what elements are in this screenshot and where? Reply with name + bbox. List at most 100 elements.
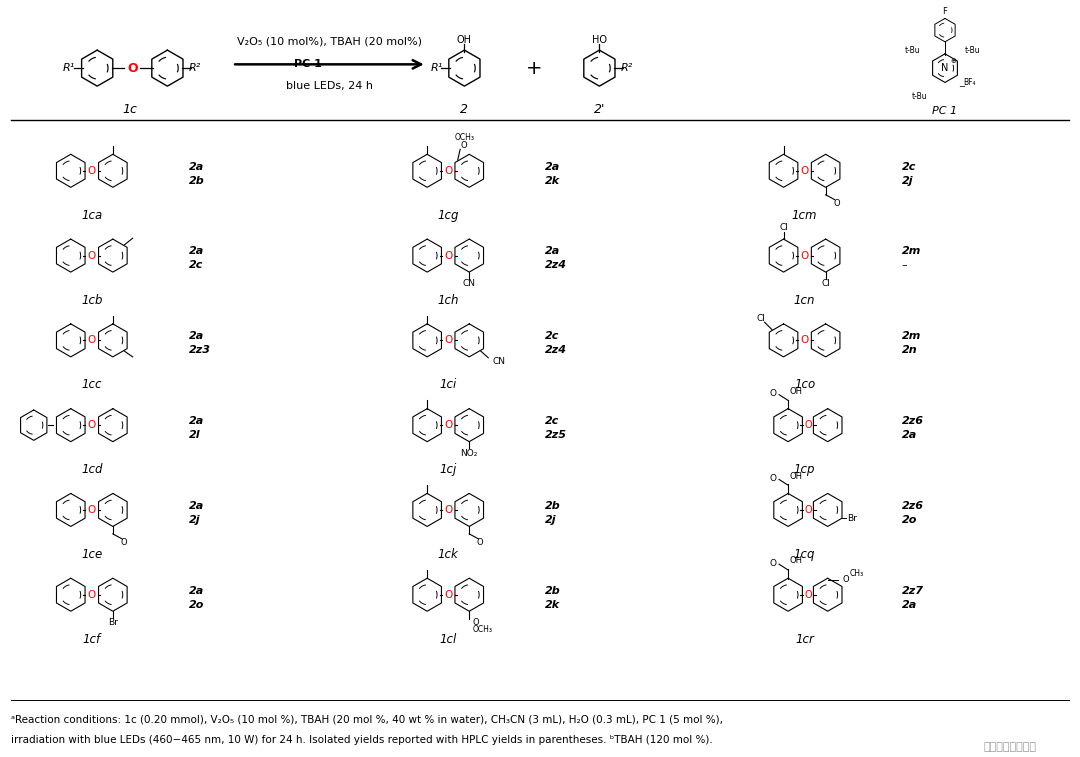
Text: Cl: Cl xyxy=(821,279,831,288)
Text: +: + xyxy=(526,58,543,78)
Text: O: O xyxy=(87,166,96,176)
Text: 2j: 2j xyxy=(902,176,914,185)
Text: V₂O₅ (10 mol%), TBAH (20 mol%): V₂O₅ (10 mol%), TBAH (20 mol%) xyxy=(237,36,422,47)
Text: 2b: 2b xyxy=(189,176,205,185)
Text: 1cj: 1cj xyxy=(440,463,457,476)
Text: 2z4: 2z4 xyxy=(545,345,567,355)
Text: PC 1: PC 1 xyxy=(932,106,958,117)
Text: O: O xyxy=(444,505,453,515)
Text: O: O xyxy=(473,618,480,628)
Text: ᵃReaction conditions: 1c (0.20 mmol), V₂O₅ (10 mol %), TBAH (20 mol %, 40 wt % i: ᵃReaction conditions: 1c (0.20 mmol), V₂… xyxy=(11,714,723,724)
Text: O: O xyxy=(800,251,809,260)
Text: O: O xyxy=(800,335,809,345)
Text: 1ci: 1ci xyxy=(440,378,457,391)
Text: 2k: 2k xyxy=(545,176,561,185)
Text: N: N xyxy=(942,63,948,73)
Text: 2o: 2o xyxy=(902,515,917,525)
Text: R¹: R¹ xyxy=(63,63,76,73)
Text: 2a: 2a xyxy=(189,332,204,341)
Text: O: O xyxy=(805,420,812,430)
Text: 1cq: 1cq xyxy=(794,548,815,561)
Text: 1cc: 1cc xyxy=(82,378,102,391)
Text: Br: Br xyxy=(108,618,118,628)
Text: O: O xyxy=(805,505,812,515)
Text: Cl: Cl xyxy=(779,223,788,232)
Text: t-Bu: t-Bu xyxy=(913,92,928,101)
Text: OH: OH xyxy=(789,472,802,481)
Text: 2c: 2c xyxy=(545,416,559,426)
Text: O: O xyxy=(444,166,453,176)
Text: O: O xyxy=(127,61,137,75)
Text: 1ch: 1ch xyxy=(437,294,459,307)
Text: 2z3: 2z3 xyxy=(189,345,211,355)
Text: 2a: 2a xyxy=(545,247,561,257)
Text: O: O xyxy=(87,590,96,600)
Text: BF₄: BF₄ xyxy=(963,78,975,86)
Text: O: O xyxy=(444,335,453,345)
Text: 2z5: 2z5 xyxy=(545,430,567,440)
Text: 2k: 2k xyxy=(545,600,561,609)
Text: O: O xyxy=(476,538,483,547)
Text: 1ce: 1ce xyxy=(81,548,103,561)
Text: 2z6: 2z6 xyxy=(902,501,923,511)
Text: t-Bu: t-Bu xyxy=(966,45,981,55)
Text: 1cf: 1cf xyxy=(83,633,100,646)
Text: R²: R² xyxy=(621,63,634,73)
Text: 2a: 2a xyxy=(189,416,204,426)
Text: O: O xyxy=(842,575,849,584)
Text: 1cr: 1cr xyxy=(795,633,814,646)
Text: R²: R² xyxy=(189,63,202,73)
Text: 2a: 2a xyxy=(189,247,204,257)
Text: 2n: 2n xyxy=(902,345,917,355)
Text: 1cm: 1cm xyxy=(792,209,818,222)
Text: CN: CN xyxy=(462,279,475,288)
Text: 1cb: 1cb xyxy=(81,294,103,307)
Text: OH: OH xyxy=(457,36,472,45)
Text: O: O xyxy=(833,199,839,208)
Text: irradiation with blue LEDs (460−465 nm, 10 W) for 24 h. Isolated yields reported: irradiation with blue LEDs (460−465 nm, … xyxy=(11,734,713,745)
Text: 2b: 2b xyxy=(545,586,562,596)
Text: blue LEDs, 24 h: blue LEDs, 24 h xyxy=(286,81,373,92)
Text: F: F xyxy=(943,7,947,16)
Text: 2c: 2c xyxy=(189,260,203,270)
Text: CH₃: CH₃ xyxy=(849,569,863,578)
Text: O: O xyxy=(770,389,777,398)
Text: 2c: 2c xyxy=(902,162,916,172)
Text: 1cd: 1cd xyxy=(81,463,103,476)
Text: O: O xyxy=(444,251,453,260)
Text: O: O xyxy=(87,505,96,515)
Text: OH: OH xyxy=(789,556,802,565)
Text: –: – xyxy=(902,260,907,270)
Text: O: O xyxy=(770,474,777,483)
Text: Br: Br xyxy=(848,514,858,522)
Text: O: O xyxy=(87,420,96,430)
Text: 2c: 2c xyxy=(545,332,559,341)
Text: 2a: 2a xyxy=(189,501,204,511)
Text: 2m: 2m xyxy=(902,332,921,341)
Text: t-Bu: t-Bu xyxy=(905,45,921,55)
Text: OCH₃: OCH₃ xyxy=(455,133,474,142)
Text: 2: 2 xyxy=(460,103,469,117)
Text: 2b: 2b xyxy=(545,501,562,511)
Text: 1c: 1c xyxy=(122,103,137,117)
Text: O: O xyxy=(120,538,126,547)
Text: CN: CN xyxy=(492,357,505,366)
Text: 1co: 1co xyxy=(794,378,815,391)
Text: PC 1: PC 1 xyxy=(294,59,322,70)
Text: O: O xyxy=(444,590,453,600)
Text: 1cp: 1cp xyxy=(794,463,815,476)
Text: 2a: 2a xyxy=(189,586,204,596)
Text: 2a: 2a xyxy=(902,430,917,440)
Text: 1ca: 1ca xyxy=(81,209,103,222)
Text: O: O xyxy=(461,141,468,150)
Text: 2': 2' xyxy=(594,103,605,117)
Text: 2a: 2a xyxy=(189,162,204,172)
Text: 1ck: 1ck xyxy=(437,548,459,561)
Text: 2j: 2j xyxy=(545,515,557,525)
Text: 纪娜生物质课题组: 纪娜生物质课题组 xyxy=(983,742,1037,752)
Text: 2z7: 2z7 xyxy=(902,586,923,596)
Text: O: O xyxy=(87,335,96,345)
Text: 2z6: 2z6 xyxy=(902,416,923,426)
Text: 2a: 2a xyxy=(902,600,917,609)
Text: OH: OH xyxy=(789,387,802,396)
